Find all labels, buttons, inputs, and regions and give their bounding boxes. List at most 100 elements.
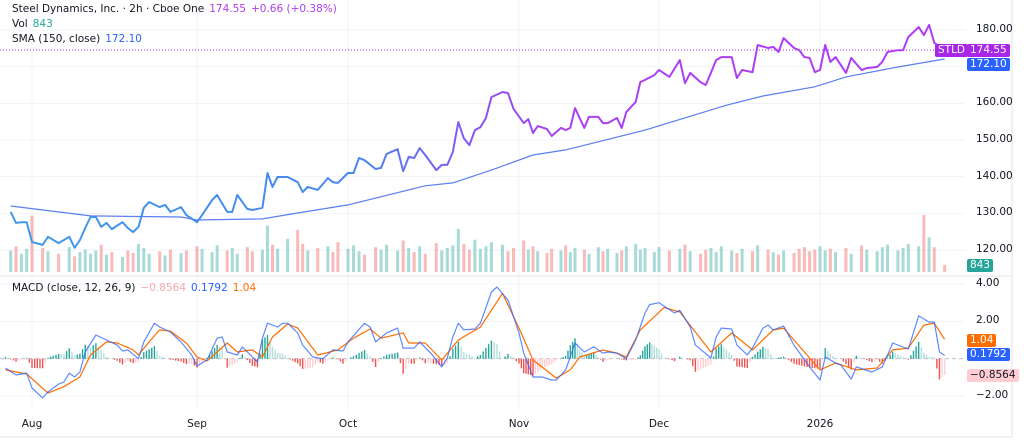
macd-histogram-bar — [712, 356, 715, 359]
macd-histogram-bar — [153, 346, 156, 359]
macd-histogram-bar — [446, 358, 448, 364]
price-tag: 174.55 — [967, 44, 1010, 57]
sma-line[interactable] — [10, 58, 945, 221]
volume-bar — [374, 247, 378, 272]
macd-histogram-bar — [76, 354, 78, 359]
sma-label[interactable]: SMA (150, close) — [12, 33, 101, 45]
signal-line[interactable] — [5, 292, 946, 394]
last-price: 174.55 — [209, 3, 246, 15]
volume-bar — [276, 248, 280, 272]
macd-histogram-bar — [769, 353, 772, 359]
volume-bar — [230, 247, 234, 272]
macd-histogram-bar — [324, 358, 327, 363]
macd-histogram-bar — [246, 358, 249, 361]
macd-histogram-bar — [289, 358, 291, 360]
macd-histogram-bar — [116, 358, 118, 361]
volume-bar — [110, 252, 114, 272]
macd-histogram-bar — [623, 358, 625, 360]
volume-bar — [559, 250, 563, 272]
volume-bar — [401, 240, 405, 272]
macd-histogram-bar — [493, 342, 495, 359]
volume-bar — [346, 248, 350, 272]
macd-histogram-bar — [588, 353, 590, 359]
macd-histogram-bar — [374, 358, 377, 368]
macd-histogram-bar — [261, 339, 264, 359]
volume-bar — [440, 250, 444, 272]
macd-histogram-bar — [256, 358, 259, 368]
macd-histogram-bar — [697, 358, 699, 371]
volume-bar — [336, 242, 340, 272]
volume-bar — [142, 247, 146, 272]
volume-bar — [901, 247, 905, 272]
volume-label[interactable]: Vol — [12, 18, 28, 30]
volume-bar — [473, 239, 477, 272]
macd-value: 0.1792 — [191, 282, 228, 294]
macd-histogram-bar — [396, 352, 399, 359]
symbol-title[interactable]: Steel Dynamics, Inc. · 2h · Cboe One — [12, 3, 205, 15]
macd-histogram-bar — [424, 358, 426, 364]
macd-histogram-bar — [309, 358, 311, 368]
macd-histogram-bar — [546, 358, 548, 367]
macd-histogram-bar — [816, 358, 819, 369]
volume-bar — [699, 253, 703, 272]
macd-histogram-bar — [73, 355, 76, 359]
macd-histogram-bar — [337, 358, 339, 360]
macd-histogram-bar — [435, 358, 437, 365]
volume-bar — [818, 246, 822, 272]
volume-bar — [489, 242, 493, 272]
macd-histogram-bar — [620, 358, 623, 360]
macd-histogram-bar — [89, 347, 92, 359]
macd-histogram-bar — [438, 358, 440, 365]
macd-histogram-bar — [291, 358, 294, 361]
series-lines — [0, 23, 946, 399]
macd-histogram-bar — [933, 357, 935, 359]
macd-axis-label: −2.00 — [976, 389, 1009, 402]
macd-tag: 0.1792 — [967, 348, 1010, 361]
macd-histogram-bar — [485, 347, 487, 359]
volume-bar — [719, 246, 723, 272]
macd-histogram-bar — [529, 358, 532, 376]
macd-histogram-bar — [686, 358, 689, 360]
macd-histogram-bar — [889, 354, 891, 359]
macd-histogram-bar — [342, 358, 344, 364]
macd-histogram-bar — [405, 358, 407, 369]
macd-histogram-bar — [751, 356, 754, 359]
macd-histogram-bar — [632, 358, 635, 360]
volume-bar — [423, 253, 427, 272]
macd-histogram-bar — [208, 354, 211, 359]
volume-bar — [683, 244, 687, 272]
macd-histogram-bar — [930, 357, 933, 359]
macd-histogram-bar — [185, 358, 188, 365]
macd-histogram-bar — [803, 358, 806, 367]
volume-bar — [932, 247, 936, 272]
volume-bar — [573, 247, 577, 272]
macd-line[interactable] — [5, 286, 945, 399]
macd-label[interactable]: MACD (close, 12, 26, 9) — [12, 282, 136, 294]
macd-histogram-bar — [140, 357, 142, 359]
volume-bar — [756, 245, 760, 272]
time-axis-label: 2026 — [806, 418, 834, 430]
volume-bar — [634, 243, 638, 272]
macd-axis-label: 4.00 — [976, 277, 1000, 290]
macd-histogram-bar — [858, 356, 860, 359]
macd-histogram-bar — [251, 358, 254, 366]
volume-bar — [500, 244, 504, 272]
volume-bar — [740, 248, 744, 272]
macd-histogram-bar — [673, 358, 676, 362]
macd-histogram-bar — [164, 357, 166, 359]
price-change: +0.66 (+0.38%) — [250, 3, 337, 15]
macd-legend: MACD (close, 12, 26, 9) −0.8564 0.1792 1.04 — [12, 281, 261, 295]
price-line[interactable] — [9, 23, 946, 249]
macd-histogram-bar — [902, 357, 904, 359]
volume-bar — [245, 247, 249, 272]
macd-histogram-bar — [842, 358, 845, 362]
volume-bar — [808, 251, 812, 272]
volume-bar — [526, 249, 530, 272]
macd-histogram-bar — [79, 353, 81, 359]
macd-histogram-bar — [646, 344, 649, 359]
volume-bar — [99, 244, 103, 272]
macd-histogram-bar — [725, 349, 728, 359]
macd-histogram-bar — [824, 348, 826, 359]
volume-bar — [462, 243, 466, 272]
